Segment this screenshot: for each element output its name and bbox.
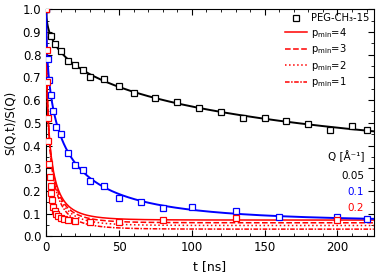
Text: 0.05: 0.05 — [341, 171, 364, 181]
Text: 0.2: 0.2 — [347, 203, 364, 213]
Legend: PEG-CH₃-15, p$_{\mathregular{min}}$=4, p$_{\mathregular{min}}$=3, p$_{\mathregul: PEG-CH₃-15, p$_{\mathregular{min}}$=4, p… — [285, 12, 371, 90]
Y-axis label: S(Q,t)/S(Q): S(Q,t)/S(Q) — [4, 91, 17, 155]
Text: 0.1: 0.1 — [347, 187, 364, 197]
X-axis label: t [ns]: t [ns] — [194, 260, 226, 273]
Text: Q [Å⁻¹]: Q [Å⁻¹] — [327, 150, 364, 162]
